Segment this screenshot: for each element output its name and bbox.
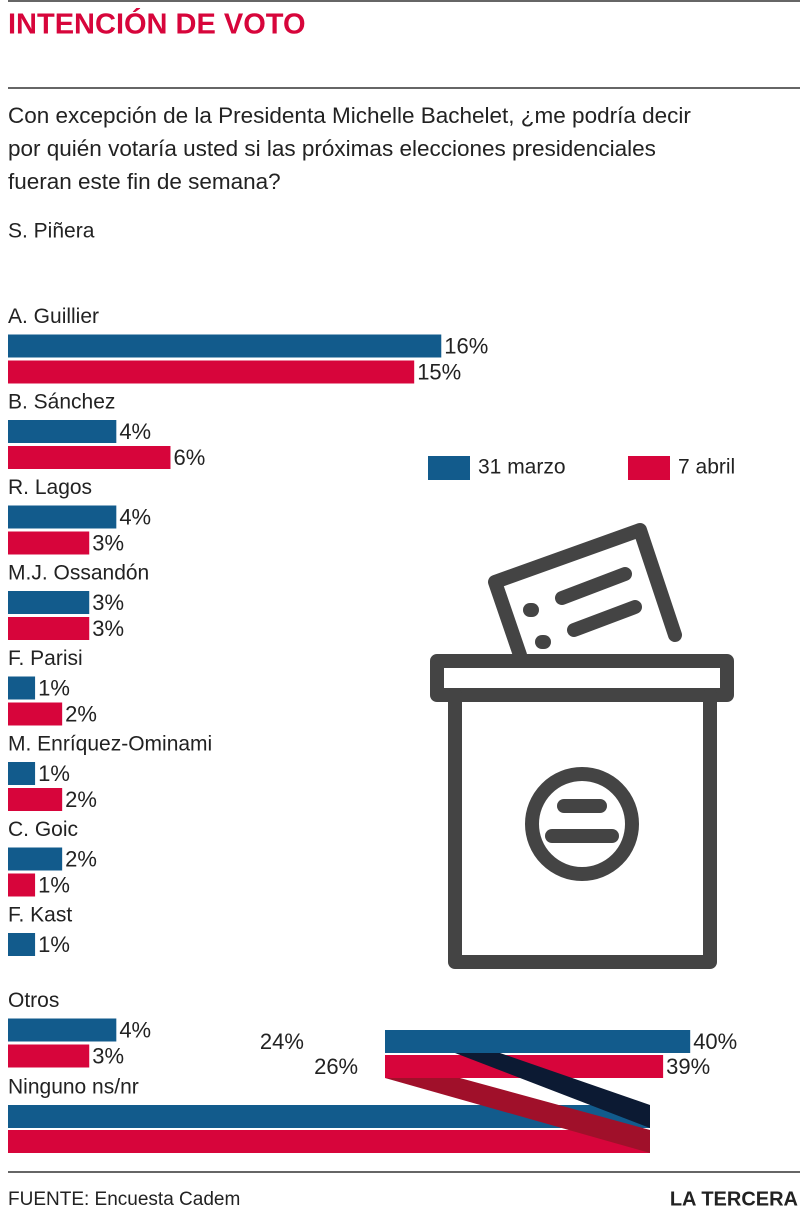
value-label: 3% [92, 530, 124, 555]
bar [8, 617, 90, 640]
subtitle: por quién votaría usted si las próximas … [8, 136, 656, 161]
bar [8, 531, 90, 555]
value-label: 1% [38, 675, 70, 700]
value-label: 16% [444, 333, 488, 358]
break-ribbon [455, 1053, 650, 1128]
category-label: M.J. Ossandón [8, 562, 149, 585]
value-label: 39% [666, 1054, 710, 1079]
chart-title: INTENCIÓN DE VOTO [8, 7, 306, 41]
value-label: 1% [38, 761, 70, 786]
category-label: A. Guillier [8, 305, 99, 328]
bar-lower-piece [8, 1130, 650, 1153]
ballot-box-icon [430, 523, 734, 969]
bar [8, 847, 63, 871]
bar [8, 334, 442, 358]
bar [385, 1030, 691, 1053]
category-label: R. Lagos [8, 476, 92, 499]
value-label: 4% [119, 1017, 151, 1042]
value-label: 2% [65, 846, 97, 871]
category-label: Ninguno ns/nr [8, 1076, 139, 1099]
value-label: 24% [260, 1029, 304, 1054]
legend-label: 7 abril [678, 456, 735, 479]
bar [8, 505, 117, 529]
value-label: 2% [65, 701, 97, 726]
value-label: 4% [119, 504, 151, 529]
bar [8, 360, 415, 384]
legend-swatch [428, 456, 470, 480]
value-label: 3% [92, 590, 124, 615]
value-label: 40% [693, 1029, 737, 1054]
value-label: 15% [417, 359, 461, 384]
bar [8, 676, 36, 700]
value-label: 6% [173, 445, 205, 470]
brand: LA TERCERA [670, 1188, 798, 1210]
value-label: 26% [314, 1054, 358, 1079]
value-label: 4% [119, 419, 151, 444]
bar [8, 933, 36, 956]
value-label: 2% [65, 787, 97, 812]
legend-label: 31 marzo [478, 456, 566, 479]
bar-lower-piece [8, 1105, 650, 1128]
legend-swatch [628, 456, 670, 480]
category-label: F. Kast [8, 904, 72, 927]
category-label: F. Parisi [8, 647, 83, 670]
bar [8, 762, 36, 785]
bar [8, 873, 36, 897]
bar [8, 420, 117, 443]
bar [8, 1018, 117, 1042]
category-label: C. Goic [8, 818, 78, 841]
value-label: 3% [92, 1043, 124, 1068]
bar [8, 702, 63, 726]
value-label: 1% [38, 932, 70, 957]
break-ribbon [385, 1078, 650, 1153]
category-label: B. Sánchez [8, 391, 115, 414]
category-label: Otros [8, 989, 59, 1012]
source: FUENTE: Encuesta Cadem [8, 1189, 240, 1210]
category-label: M. Enríquez-Ominami [8, 733, 212, 756]
bar [8, 1044, 90, 1068]
bar [8, 788, 63, 811]
category-label: S. Piñera [8, 220, 95, 243]
bar [8, 591, 90, 614]
subtitle: fueran este fin de semana? [8, 169, 281, 194]
value-label: 1% [38, 872, 70, 897]
bar [8, 446, 171, 469]
value-label: 3% [92, 616, 124, 641]
subtitle: Con excepción de la Presidenta Michelle … [8, 103, 691, 128]
